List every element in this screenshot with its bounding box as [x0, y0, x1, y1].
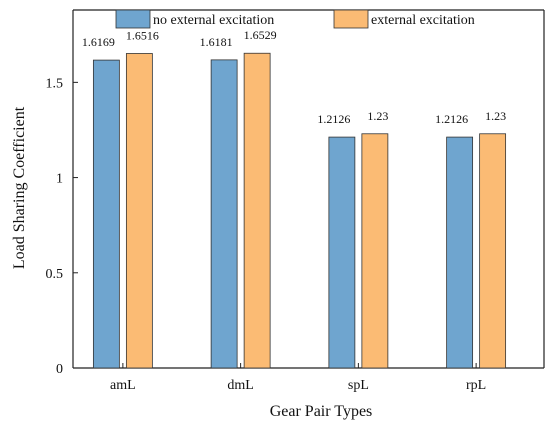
bar: [210, 59, 238, 369]
bar: [243, 52, 271, 369]
bar-value-label: 1.23: [367, 109, 388, 123]
y-tick-label: 0.5: [46, 267, 64, 282]
bar: [361, 133, 389, 369]
bar-value-label: 1.2126: [317, 112, 350, 126]
bar: [328, 136, 356, 369]
y-tick-label: 1.5: [46, 76, 64, 91]
bar-value-label: 1.6516: [126, 28, 159, 42]
y-axis-label: Load Sharing Coefficient: [11, 106, 28, 269]
bar-value-label: 1.23: [485, 109, 506, 123]
x-tick-label: amL: [110, 378, 136, 393]
legend: no external excitation external excitatio…: [115, 9, 475, 29]
bar-value-label: 1.6181: [200, 35, 233, 49]
legend-swatch: [115, 9, 151, 29]
y-tick-label: 1: [56, 172, 63, 187]
bar: [125, 53, 153, 369]
bar: [92, 59, 120, 369]
x-axis-label: Gear Pair Types: [270, 403, 373, 420]
bar: [446, 136, 474, 369]
data-labels: 1.6169 1.6516 1.6181 1.6529 1.2126 1.23 1.2126…: [82, 28, 506, 126]
x-tick-label: dmL: [227, 378, 253, 393]
x-tick-label: rpL: [466, 378, 486, 393]
bar-groups: [92, 52, 507, 369]
legend-swatch: [333, 9, 369, 29]
legend-label: no external excitation: [153, 13, 274, 28]
bar: [479, 133, 507, 369]
y-tick-label: 0: [56, 362, 63, 377]
bar-value-label: 1.6529: [244, 28, 277, 42]
legend-label: external excitation: [371, 13, 475, 28]
bar-value-label: 1.6169: [82, 35, 115, 49]
x-tick-label: spL: [348, 378, 369, 393]
bar-value-label: 1.2126: [435, 112, 468, 126]
